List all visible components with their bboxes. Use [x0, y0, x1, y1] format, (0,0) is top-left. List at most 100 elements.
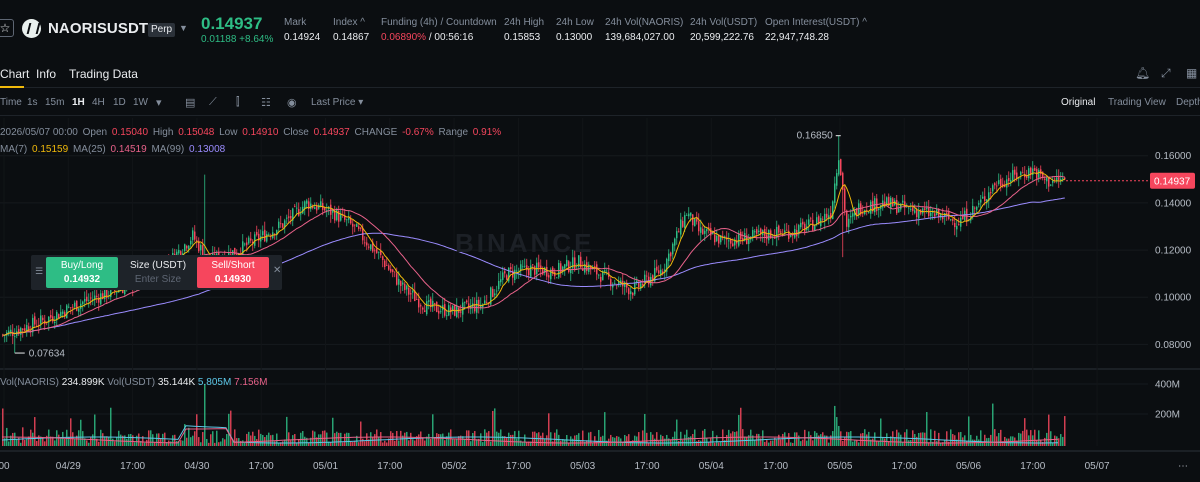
candle-body: [36, 325, 38, 327]
volume-bar: [552, 441, 554, 446]
volume-bar: [718, 442, 720, 446]
tab-trading-data[interactable]: Trading Data: [69, 67, 138, 81]
size-input[interactable]: [123, 274, 193, 285]
drag-handle-icon[interactable]: ☰: [35, 266, 44, 276]
candle-body: [494, 293, 496, 296]
candle-body: [828, 215, 830, 219]
volume-bar: [198, 437, 200, 446]
candle-body: [692, 214, 694, 226]
stat-open-interest[interactable]: Open Interest(USDT) ^ 22,947,748.28: [765, 17, 867, 43]
candle-body: [666, 258, 668, 272]
interval-15m[interactable]: 15m: [45, 97, 65, 108]
volume-bar: [490, 441, 492, 446]
candle-body: [714, 234, 716, 243]
settings-sliders-icon[interactable]: ☷: [261, 97, 271, 109]
bell-icon[interactable]: 🔔︎: [1135, 66, 1151, 80]
interval-time[interactable]: Time: [0, 97, 22, 108]
chevron-down-icon[interactable]: ▼: [179, 23, 188, 33]
stat-label: 24h Low: [556, 17, 594, 28]
volume-bar: [510, 434, 512, 446]
candle-body: [464, 301, 466, 303]
chevron-down-icon[interactable]: ▾: [156, 97, 162, 109]
stat-mark: Mark 0.14924: [284, 17, 320, 43]
layout-icon[interactable]: ▦: [1186, 66, 1198, 80]
volume-ma2-line: [2, 428, 1059, 444]
candle-body: [68, 306, 70, 308]
volume-bar: [664, 438, 666, 446]
target-icon[interactable]: ◉: [287, 97, 297, 109]
symbol-title[interactable]: NAORISUSDT: [48, 20, 149, 37]
volume-bar: [274, 441, 276, 446]
stat-index[interactable]: Index ^ 0.14867: [333, 17, 369, 43]
candle-body: [582, 268, 584, 271]
tab-info[interactable]: Info: [36, 67, 57, 81]
volume-bar: [184, 424, 186, 446]
candle-body: [1058, 177, 1060, 180]
interval-1w[interactable]: 1W: [133, 97, 148, 108]
candle-body: [872, 200, 874, 212]
candle-body: [664, 269, 666, 272]
volume-bar: [288, 432, 290, 446]
volume-bar: [1052, 442, 1054, 446]
volume-bar: [644, 413, 646, 446]
candle-body: [412, 290, 414, 293]
candle-body: [832, 201, 834, 219]
candle-body: [804, 223, 806, 232]
candle-body: [462, 302, 464, 315]
interval-1d[interactable]: 1D: [113, 97, 126, 108]
volume-bar: [876, 440, 878, 446]
candle-body: [802, 221, 804, 225]
chart-type-icon[interactable]: ⫿: [236, 96, 240, 108]
price-type-select[interactable]: Last Price ▾: [311, 97, 363, 108]
volume-bar: [354, 440, 356, 446]
volume-bar: [286, 416, 288, 446]
interval-4h[interactable]: 4H: [92, 97, 105, 108]
sell-short-button[interactable]: Sell/Short 0.14930: [197, 257, 269, 288]
legend-range-label: Range: [438, 127, 469, 138]
volume-bar: [984, 434, 986, 446]
volume-bar: [1024, 418, 1026, 446]
candle-body: [400, 281, 402, 287]
candle-body: [60, 311, 62, 317]
close-icon[interactable]: ✕: [273, 265, 282, 276]
candle-body: [850, 215, 852, 218]
volume-bar: [998, 432, 1000, 446]
view-depth[interactable]: Depth: [1176, 97, 1200, 108]
volume-bar: [166, 441, 168, 446]
candle-body: [402, 282, 404, 285]
interval-1s[interactable]: 1s: [27, 97, 38, 108]
candle-body: [308, 201, 310, 210]
candle-body: [302, 206, 304, 214]
indicator-icon[interactable]: ⟋: [209, 96, 217, 108]
candle-body: [324, 207, 326, 211]
volume-bar: [942, 442, 944, 446]
candle-body: [1000, 178, 1002, 187]
candle-body: [190, 240, 192, 245]
stat-24h-vol-quote: 24h Vol(USDT) 20,599,222.76: [690, 17, 757, 43]
volume-bar: [296, 442, 298, 446]
tab-chart[interactable]: Chart: [0, 67, 30, 81]
view-trading-view[interactable]: Trading View: [1108, 97, 1166, 108]
candle-body: [888, 196, 890, 206]
candle-body: [580, 256, 582, 268]
candle-body: [654, 268, 656, 282]
candle-body: [910, 208, 912, 210]
volume-bar: [482, 442, 484, 446]
calendar-icon[interactable]: ▤: [185, 97, 196, 109]
candle-body: [514, 269, 516, 281]
volume-bar: [740, 407, 742, 446]
volume-bar: [394, 440, 396, 446]
expand-icon[interactable]: ⤢: [1161, 66, 1171, 80]
volume-bar: [86, 440, 88, 446]
candle-body: [826, 213, 828, 218]
buy-label: Buy/Long: [60, 260, 104, 271]
star-icon[interactable]: ☆: [0, 19, 14, 37]
view-original[interactable]: Original: [1061, 97, 1096, 108]
volume-bar: [928, 442, 930, 446]
price-type-label: Last Price: [311, 97, 356, 108]
candle-body: [56, 311, 58, 321]
volume-bar: [182, 440, 184, 446]
buy-long-button[interactable]: Buy/Long 0.14932: [46, 257, 118, 288]
interval-1h[interactable]: 1H: [72, 97, 85, 108]
